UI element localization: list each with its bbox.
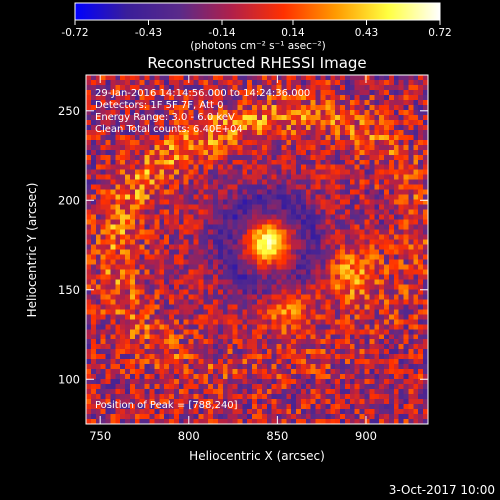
colorbar-tick-label: -0.14 [208, 27, 235, 39]
chart-title: Reconstructed RHESSI Image [147, 54, 366, 72]
annotations: 29-Jan-2016 14:14:56.000 to 14:24:36.000… [95, 88, 310, 135]
x-tick-label: 850 [266, 429, 288, 443]
heatmap-image [86, 75, 428, 424]
annotation-line: Clean Total counts: 6.40E+04 [95, 124, 243, 135]
annotation-line: Energy Range: 3.0 - 6.0 keV [95, 112, 235, 123]
colorbar-tick-label: 0.43 [355, 27, 378, 39]
y-tick-label: 100 [58, 372, 80, 386]
y-tick-label: 200 [58, 193, 80, 207]
y-tick-label: 250 [58, 104, 80, 118]
colorbar-unit-label: (photons cm⁻² s⁻¹ asec⁻²) [190, 40, 325, 52]
colorbar-ticks: -0.72 -0.43 -0.14 0.14 0.43 0.72 [61, 20, 452, 39]
colorbar-tick-label: 0.72 [428, 27, 451, 39]
peak-position-label: Position of Peak = [788,240] [95, 400, 238, 411]
colorbar-tick-label: -0.72 [61, 27, 88, 39]
colorbar: -0.72 -0.43 -0.14 0.14 0.43 0.72 (photons cm⁻… [61, 2, 452, 52]
footer-date: 3-Oct-2017 10:00 [389, 483, 495, 497]
y-axis-label: Heliocentric Y (arcsec) [25, 183, 39, 318]
colorbar-tick-label: -0.43 [135, 27, 162, 39]
x-tick-label: 900 [355, 429, 377, 443]
x-tick-label: 800 [178, 429, 200, 443]
x-axis-label: Heliocentric X (arcsec) [189, 449, 325, 463]
annotation-line: 29-Jan-2016 14:14:56.000 to 14:24:36.000 [95, 88, 310, 99]
y-tick-label: 150 [58, 283, 80, 297]
plot-frame [85, 74, 429, 425]
plot-area: 750 800 850 900 100 150 200 250 [58, 74, 429, 443]
y-axis: 100 150 200 250 [58, 104, 428, 386]
annotation-line: Detectors: 1F 5F 7F, Att 0 [95, 100, 223, 111]
x-tick-label: 750 [89, 429, 111, 443]
colorbar-tick-label: 0.14 [281, 27, 305, 39]
x-axis: 750 800 850 900 [89, 75, 377, 443]
colorbar-gradient [74, 2, 441, 21]
